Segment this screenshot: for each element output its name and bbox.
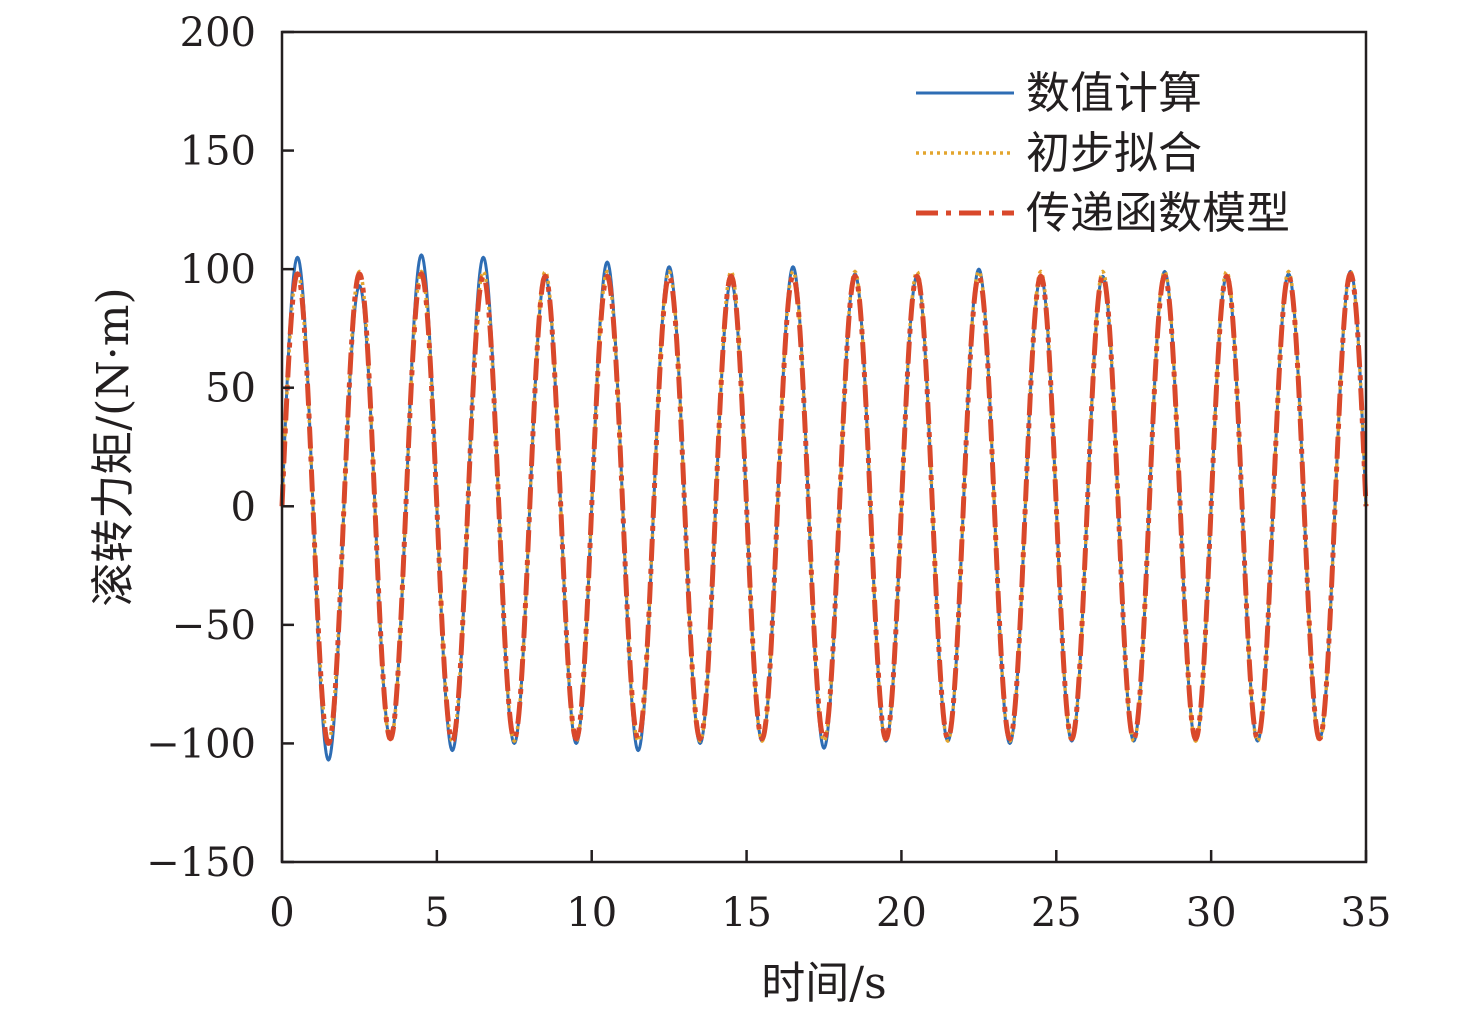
y-tick-label: 0 bbox=[231, 484, 256, 530]
x-tick-label: 10 bbox=[566, 890, 617, 936]
legend-label: 传递函数模型 bbox=[1026, 188, 1290, 239]
x-tick-label: 25 bbox=[1031, 890, 1082, 936]
x-tick-label: 20 bbox=[876, 890, 927, 936]
legend-label: 初步拟合 bbox=[1026, 128, 1202, 179]
x-axis: 0 5 10 15 20 25 30 35 bbox=[269, 850, 1391, 936]
y-tick-label: −100 bbox=[146, 721, 256, 767]
y-tick-label: 100 bbox=[180, 247, 256, 293]
x-tick-label: 15 bbox=[721, 890, 772, 936]
y-axis-title: 滚转力矩/(N·m) bbox=[88, 287, 139, 606]
x-tick-label: 5 bbox=[424, 890, 449, 936]
x-tick-label: 35 bbox=[1341, 890, 1392, 936]
plot-frame bbox=[280, 30, 1368, 864]
x-tick-label: 0 bbox=[269, 890, 294, 936]
legend-label: 数值计算 bbox=[1026, 68, 1202, 119]
y-tick-label: −50 bbox=[172, 603, 256, 649]
series-line-3 bbox=[279, 271, 1369, 746]
y-tick-label: 50 bbox=[205, 366, 256, 412]
y-tick-label: −150 bbox=[146, 840, 256, 886]
y-tick-label: 200 bbox=[180, 10, 256, 56]
y-tick-label: 150 bbox=[180, 129, 256, 175]
series-layer bbox=[279, 253, 1369, 762]
x-axis-title: 时间/s bbox=[761, 958, 886, 1009]
y-axis: −150 −100 −50 0 50 100 150 200 bbox=[146, 10, 294, 886]
x-tick-label: 30 bbox=[1186, 890, 1237, 936]
